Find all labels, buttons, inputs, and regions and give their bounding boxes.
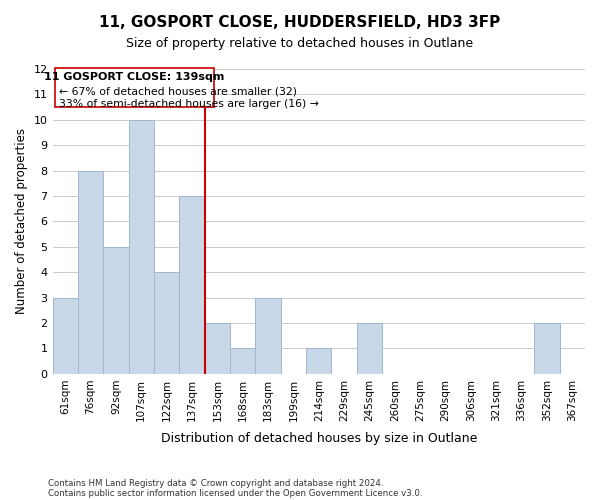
Bar (230, 348, 256, 374)
Text: Size of property relative to detached houses in Outlane: Size of property relative to detached ho… (127, 38, 473, 51)
Bar (357, 323, 382, 374)
Bar (154, 272, 179, 374)
Text: 11 GOSPORT CLOSE: 139sqm: 11 GOSPORT CLOSE: 139sqm (44, 72, 224, 83)
Bar (53, 298, 78, 374)
Bar (306, 348, 331, 374)
Text: Contains public sector information licensed under the Open Government Licence v3: Contains public sector information licen… (48, 488, 422, 498)
Bar (179, 196, 205, 374)
X-axis label: Distribution of detached houses by size in Outlane: Distribution of detached houses by size … (161, 432, 477, 445)
Bar (78, 170, 103, 374)
Bar (205, 323, 230, 374)
Bar (103, 247, 128, 374)
Bar (128, 120, 154, 374)
Bar (256, 298, 281, 374)
Text: 33% of semi-detached houses are larger (16) →: 33% of semi-detached houses are larger (… (59, 98, 319, 108)
Text: 11, GOSPORT CLOSE, HUDDERSFIELD, HD3 3FP: 11, GOSPORT CLOSE, HUDDERSFIELD, HD3 3FP (100, 15, 500, 30)
FancyBboxPatch shape (55, 68, 214, 107)
Text: ← 67% of detached houses are smaller (32): ← 67% of detached houses are smaller (32… (59, 87, 297, 97)
Bar (534, 323, 560, 374)
Text: Contains HM Land Registry data © Crown copyright and database right 2024.: Contains HM Land Registry data © Crown c… (48, 478, 383, 488)
Y-axis label: Number of detached properties: Number of detached properties (15, 128, 28, 314)
